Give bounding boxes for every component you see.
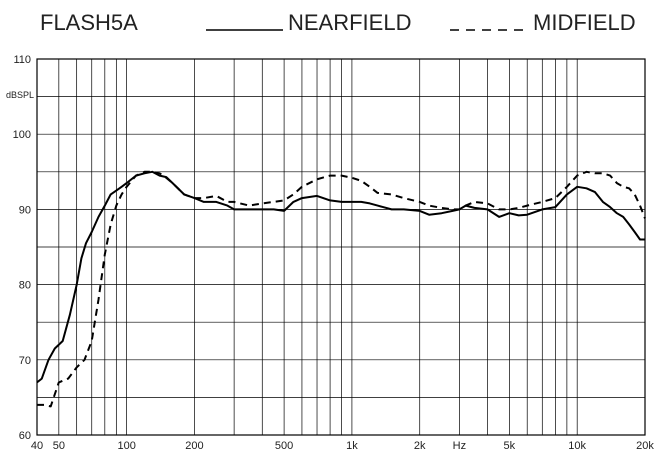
x-tick-label: 1k <box>346 440 358 452</box>
y-tick-label: 70 <box>19 355 31 367</box>
x-tick-labels: 40 50 100 200 500 1k 2k Hz 5k 10k 20k <box>31 440 654 452</box>
series-line-nearfield <box>36 170 645 384</box>
y-tick-label: 60 <box>19 430 31 442</box>
data-series <box>36 170 646 408</box>
y-tick-label: 90 <box>19 204 31 216</box>
x-tick-label: 20k <box>636 440 654 452</box>
x-tick-label: 10k <box>568 440 586 452</box>
y-tick-label: 80 <box>19 280 31 292</box>
x-tick-label: 200 <box>185 440 203 452</box>
plot-frame <box>36 58 646 436</box>
x-tick-label: 500 <box>275 440 293 452</box>
x-tick-label: 2k <box>414 440 426 452</box>
series-line-midfield <box>37 170 646 408</box>
x-tick-label: 100 <box>117 440 135 452</box>
x-tick-label: Hz <box>453 440 466 452</box>
y-tick-label: 100 <box>13 129 31 141</box>
chart-title: FLASH5A <box>40 10 138 35</box>
grid <box>37 59 645 435</box>
x-tick-label: 50 <box>53 440 65 452</box>
y-tick-labels: 60 70 80 90 100 110 <box>13 54 31 442</box>
legend-label-nearfield: NEARFIELD <box>288 10 411 35</box>
legend-label-midfield: MIDFIELD <box>533 10 636 35</box>
y-tick-label: 110 <box>13 54 31 66</box>
x-tick-label: 40 <box>31 440 43 452</box>
y-axis-label: dBSPL <box>6 90 34 100</box>
x-tick-label: 5k <box>504 440 516 452</box>
